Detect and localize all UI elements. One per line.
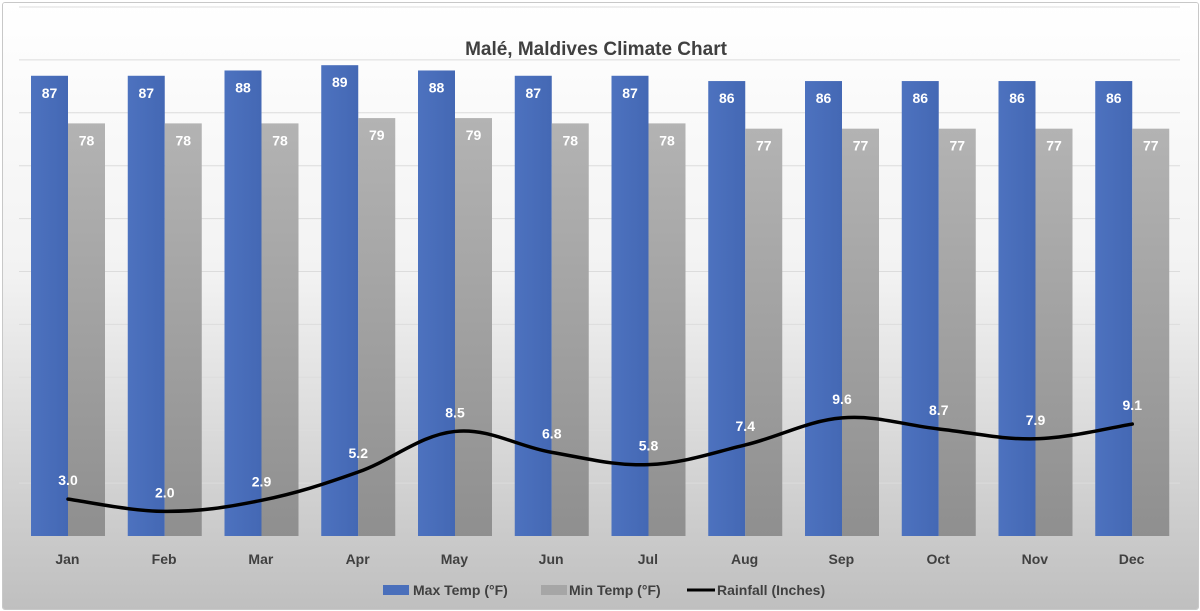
bar-max-temp-jan: [31, 75, 68, 537]
bar-max-temp-may: [418, 70, 455, 536]
data-label-rainfall-jan: 3.0: [58, 472, 78, 488]
data-label-rainfall-dec: 9.1: [1123, 397, 1143, 413]
data-label-rainfall-may: 8.5: [445, 404, 465, 420]
bar-max-temp-aug: [708, 81, 746, 536]
data-label-min-temp-dec: 77: [1143, 138, 1159, 154]
rainfall-line: [66, 415, 1134, 514]
bar-min-temp-jan: [68, 123, 105, 536]
bar-max-temp-apr: [321, 65, 359, 536]
x-tick-label-oct: Oct: [926, 551, 950, 567]
rainfall-line-layer: [66, 415, 1134, 514]
data-label-min-temp-jun: 78: [562, 132, 578, 148]
bar-max-temp-jun: [514, 75, 552, 537]
bar-min-temp-mar: [261, 123, 299, 536]
bar-max-temp-mar: [224, 70, 262, 536]
bar-min-temp-apr: [358, 118, 396, 536]
bar-min-temp-nov: [1035, 128, 1073, 537]
x-tick-label-mar: Mar: [248, 551, 273, 567]
data-label-min-temp-mar: 78: [272, 132, 288, 148]
data-label-min-temp-nov: 77: [1046, 138, 1062, 154]
data-label-max-temp-mar: 88: [235, 79, 251, 95]
x-tick-label-jun: Jun: [539, 551, 564, 567]
legend-label-min-temp: Min Temp (°F): [569, 582, 661, 598]
x-tick-label-feb: Feb: [152, 551, 177, 567]
data-label-max-temp-aug: 86: [719, 90, 735, 106]
bar-min-temp-sep: [842, 128, 879, 537]
legend-label-max-temp: Max Temp (°F): [413, 582, 508, 598]
x-tick-label-sep: Sep: [829, 551, 855, 567]
x-tick-label-jul: Jul: [638, 551, 658, 567]
bars: [31, 65, 1170, 537]
legend-swatch-min-temp: [541, 585, 567, 595]
x-tick-label-nov: Nov: [1022, 551, 1049, 567]
data-label-rainfall-apr: 5.2: [349, 445, 369, 461]
data-label-min-temp-oct: 77: [949, 138, 965, 154]
bar-min-temp-oct: [938, 128, 976, 537]
data-label-rainfall-sep: 9.6: [832, 391, 852, 407]
data-label-rainfall-aug: 7.4: [736, 418, 756, 434]
legend-label-rainfall: Rainfall (Inches): [717, 582, 825, 598]
bar-max-temp-jul: [611, 75, 649, 537]
data-label-min-temp-apr: 79: [369, 127, 385, 143]
bar-max-temp-nov: [998, 81, 1036, 536]
data-label-rainfall-feb: 2.0: [155, 484, 175, 500]
x-tick-label-apr: Apr: [346, 551, 371, 567]
x-tick-label-jan: Jan: [55, 551, 79, 567]
bar-max-temp-feb: [127, 75, 165, 537]
bar-max-temp-dec: [1095, 81, 1133, 536]
x-tick-label-aug: Aug: [731, 551, 758, 567]
data-label-rainfall-oct: 8.7: [929, 402, 949, 418]
data-label-min-temp-sep: 77: [853, 138, 869, 154]
data-label-min-temp-jul: 78: [659, 132, 675, 148]
data-labels: 87 78 3.0 87 78 2.0 88 78 2.9 89 79 5.2 88 79 8.5 87 78 6…: [42, 74, 1159, 500]
chart-title: Malé, Maldives Climate Chart: [465, 39, 728, 60]
data-label-min-temp-feb: 78: [175, 132, 191, 148]
bar-min-temp-dec: [1132, 128, 1170, 537]
x-axis: Jan Feb Mar Apr May Jun Jul Aug Sep Oct Nov Dec: [55, 551, 1144, 567]
climate-chart: Malé, Maldives Climate Chart 87 78 3.0 87 78…: [3, 3, 1198, 609]
bar-min-temp-feb: [164, 123, 202, 536]
data-label-max-temp-dec: 86: [1106, 90, 1122, 106]
data-label-rainfall-mar: 2.9: [252, 473, 272, 489]
data-label-min-temp-may: 79: [466, 127, 482, 143]
x-tick-label-may: May: [441, 551, 468, 567]
bar-max-temp-sep: [805, 81, 842, 536]
data-label-min-temp-jan: 78: [79, 132, 95, 148]
data-label-max-temp-feb: 87: [138, 85, 154, 101]
data-label-min-temp-aug: 77: [756, 138, 772, 154]
data-label-rainfall-jun: 6.8: [542, 425, 562, 441]
bar-min-temp-may: [455, 118, 492, 536]
data-label-max-temp-jun: 87: [525, 85, 541, 101]
bar-min-temp-jun: [551, 123, 589, 536]
gridlines: [19, 6, 1180, 484]
legend: Max Temp (°F) Min Temp (°F) Rainfall (In…: [383, 582, 825, 598]
bar-min-temp-jul: [648, 123, 686, 536]
data-label-max-temp-oct: 86: [912, 90, 928, 106]
bar-max-temp-oct: [901, 81, 939, 536]
data-label-max-temp-nov: 86: [1009, 90, 1025, 106]
data-label-max-temp-jan: 87: [42, 85, 58, 101]
data-label-rainfall-nov: 7.9: [1026, 412, 1046, 428]
data-label-rainfall-jul: 5.8: [639, 438, 659, 454]
data-label-max-temp-may: 88: [429, 79, 445, 95]
data-label-max-temp-sep: 86: [816, 90, 832, 106]
data-label-max-temp-apr: 89: [332, 74, 348, 90]
x-tick-label-dec: Dec: [1119, 551, 1145, 567]
bar-min-temp-aug: [745, 128, 783, 537]
legend-swatch-max-temp: [383, 585, 409, 595]
data-label-max-temp-jul: 87: [622, 85, 638, 101]
